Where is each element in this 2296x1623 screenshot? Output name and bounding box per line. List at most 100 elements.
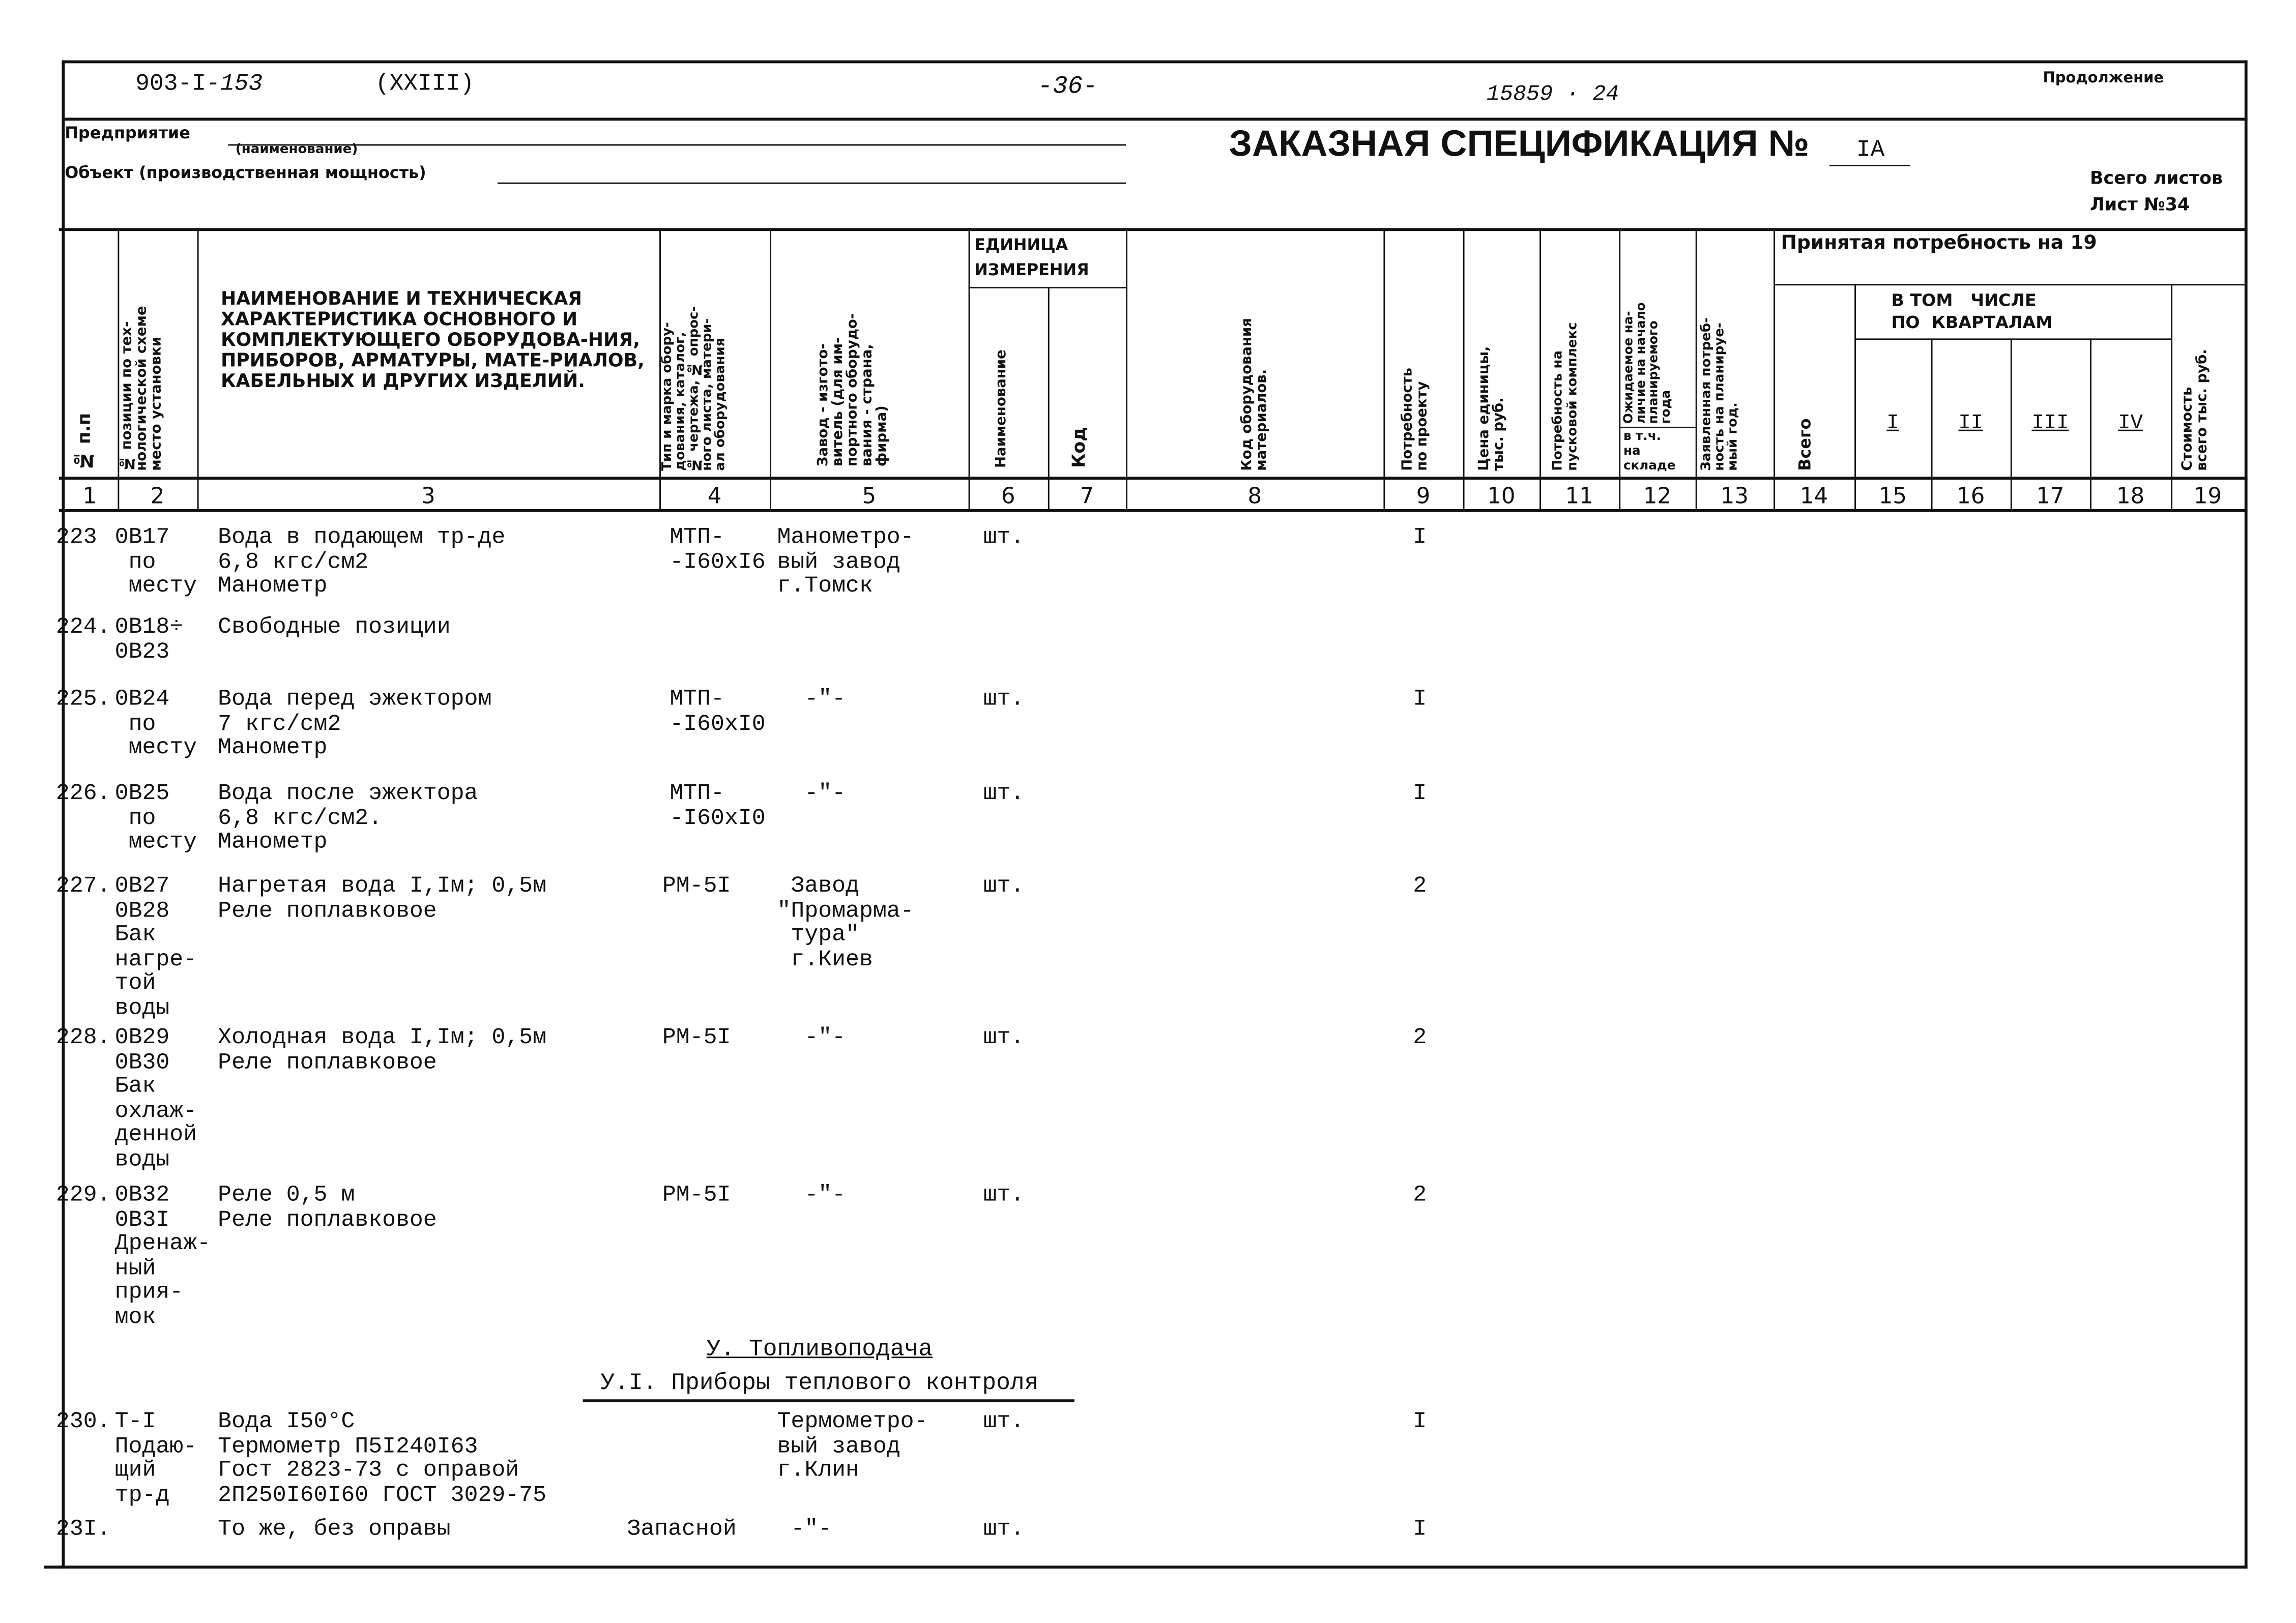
col-header-8: Код оборудования материалов. — [1239, 318, 1270, 471]
cell-qty: 2 — [1413, 1182, 1427, 1208]
divider — [62, 117, 2248, 120]
cell-unit: шт. — [983, 1024, 1025, 1051]
cell-type: РМ-5I — [662, 872, 731, 899]
column-number: 16 — [1957, 482, 1985, 509]
cell-maker: Манометро- вый завод г.Томск — [777, 523, 914, 599]
border-right — [2244, 60, 2248, 1569]
cell-name: Свободные позиции — [218, 613, 451, 640]
spec-number: IA — [1829, 137, 1911, 166]
column-number: 9 — [1416, 482, 1431, 509]
column-number: 2 — [150, 482, 165, 509]
page-title: ЗАКАЗНАЯ СПЕЦИФИКАЦИЯ № — [1229, 124, 1810, 165]
cell-qty: I — [1413, 523, 1427, 550]
cell-unit: шт. — [983, 872, 1025, 899]
divider — [1619, 426, 1696, 428]
border-bottom — [44, 1566, 2248, 1569]
cell-pos: 0B25 по месту — [114, 780, 197, 855]
cell-qty: I — [1413, 686, 1427, 713]
quarter-header-4: IV — [2118, 412, 2143, 436]
column-divider — [1931, 338, 1933, 511]
column-divider — [1463, 228, 1465, 511]
column-divider — [1774, 228, 1775, 511]
column-divider — [770, 228, 771, 511]
continuation-label: Продолжение — [2043, 70, 2164, 87]
cell-name: Реле 0,5 м Реле поплавковое — [218, 1182, 437, 1232]
col-header-19: Стоимость всего тыс. руб. — [2179, 349, 2211, 471]
cell-n: 226. — [55, 780, 111, 807]
column-number: 6 — [1001, 482, 1015, 509]
col-header-14: Всего — [1795, 418, 1815, 471]
cell-unit: шт. — [983, 1182, 1025, 1208]
cell-pos: 0B18÷ 0B23 — [114, 613, 184, 665]
divider — [1774, 284, 2245, 286]
col-header-unit: ЕДИНИЦА ИЗМЕРЕНИЯ — [974, 235, 1089, 280]
cell-n: 223 — [55, 523, 97, 550]
column-divider — [1048, 287, 1050, 511]
cell-type: РМ-5I — [662, 1182, 731, 1208]
column-number: 11 — [1565, 482, 1593, 509]
col-header-6: Наименование — [993, 349, 1010, 468]
column-divider — [659, 228, 661, 511]
enterprise-label: Предприятие — [65, 124, 190, 143]
column-number: 1 — [82, 482, 97, 509]
cell-qty: I — [1413, 1408, 1427, 1435]
divider — [968, 287, 1126, 289]
doc-code-hand: 153 — [220, 70, 263, 97]
column-number: 18 — [2116, 482, 2145, 509]
cell-type: РМ-5I — [662, 1024, 731, 1051]
cell-type: Запасной — [627, 1515, 737, 1542]
subsection-underline — [583, 1399, 1074, 1402]
quarter-header-3: III — [2031, 412, 2069, 436]
column-number: 7 — [1080, 482, 1094, 509]
doc-code: 903-I-153 — [135, 71, 263, 97]
cell-unit: шт. — [983, 523, 1025, 550]
col-header-5: Завод - изгото- витель (для им- портного… — [815, 313, 891, 467]
column-number: 3 — [421, 482, 435, 509]
col-header-3: НАИМЕНОВАНИЕ И ТЕХНИЧЕСКАЯ ХАРАКТЕРИСТИК… — [220, 287, 645, 392]
cell-type: МТП- -I60xI6 — [670, 523, 766, 575]
column-number: 8 — [1247, 482, 1262, 509]
quarter-header-1: I — [1886, 412, 1899, 436]
divider — [59, 509, 2248, 512]
cell-name: То же, без оправы — [218, 1515, 451, 1542]
col-header-13: Заявленная потреб- ность на планируе- мы… — [1700, 317, 1741, 471]
column-divider — [197, 228, 199, 511]
column-divider — [1619, 228, 1621, 511]
cell-name: Вода I50°С Термометр П5I240I63 Гост 2823… — [218, 1408, 547, 1508]
column-number: 10 — [1487, 482, 1516, 509]
column-number: 4 — [707, 482, 722, 509]
volume: (XXIII) — [375, 70, 475, 97]
cell-unit: шт. — [983, 780, 1025, 807]
cell-qty: I — [1413, 780, 1427, 807]
sheet-label: Лист № — [2090, 194, 2165, 215]
column-divider — [1695, 228, 1697, 511]
divider — [59, 228, 2248, 230]
cell-pos: 0B24 по месту — [114, 686, 197, 761]
cell-pos: Т-I Подаю- щий тр-д — [114, 1408, 197, 1508]
section-heading: У. Топливоподача — [706, 1336, 933, 1363]
sheet-number: Лист №34 — [2090, 194, 2190, 215]
border-top — [62, 60, 2248, 64]
cell-maker: -"- — [777, 1515, 832, 1542]
column-number: 14 — [1800, 482, 1828, 509]
cell-qty: I — [1413, 1515, 1427, 1542]
cell-maker: -"- — [777, 1024, 846, 1051]
col-header-4: Тип и марка обору- дования, каталог, № ч… — [660, 306, 729, 471]
quarter-header-2: II — [1958, 412, 1984, 436]
cell-qty: 2 — [1413, 872, 1427, 899]
cell-maker: Завод "Промарма- тура" г.Киев — [777, 872, 914, 972]
cell-type: МТП- -I60xI0 — [670, 780, 766, 831]
cell-maker: -"- — [777, 1182, 846, 1208]
cell-maker: -"- — [777, 780, 846, 807]
column-divider — [1539, 228, 1541, 511]
cell-n: 229. — [55, 1182, 111, 1208]
cell-name: Вода в подающем тр-де 6,8 кгс/см2 Маноме… — [218, 523, 506, 599]
object-label: Объект (производственная мощность) — [65, 163, 426, 183]
cell-name: Холодная вода I,Iм; 0,5м Реле поплавково… — [218, 1024, 547, 1075]
col-header-1: № п.п — [73, 412, 95, 471]
divider — [59, 477, 2248, 479]
border-left — [62, 60, 65, 1569]
cell-maker: -"- — [777, 686, 846, 713]
column-number: 15 — [1878, 482, 1907, 509]
cell-n: 230. — [55, 1408, 111, 1435]
